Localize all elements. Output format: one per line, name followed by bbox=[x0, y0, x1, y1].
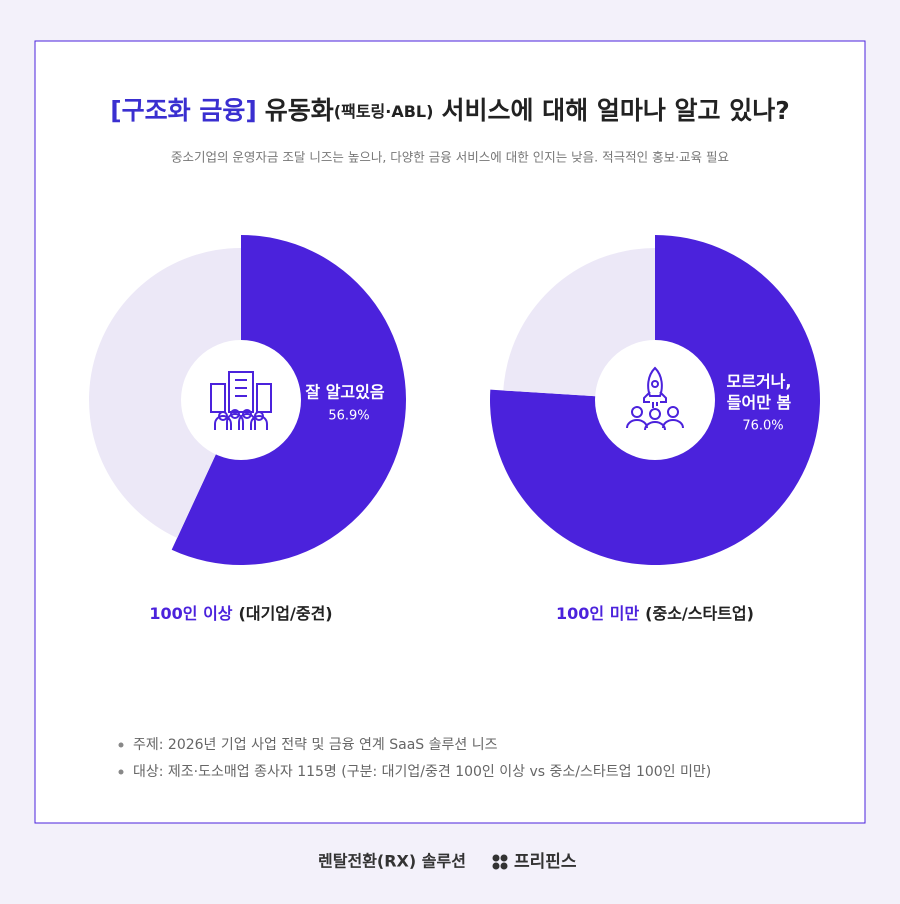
center-circle bbox=[595, 340, 715, 460]
subtitle: 중소기업의 운영자금 조달 니즈는 높으나, 다양한 금융 서비스에 대한 인지… bbox=[171, 150, 729, 165]
title: [구조화 금융] 유동화(팩토링·ABL) 서비스에 대해 얼마나 알고 있나? bbox=[110, 96, 790, 125]
icon-part bbox=[210, 371, 272, 430]
bullet bbox=[118, 742, 124, 748]
icon-part bbox=[651, 380, 659, 388]
value-label: 56.9% bbox=[328, 409, 369, 424]
caption-detail: (중소/스타트업) bbox=[645, 604, 754, 623]
bullet bbox=[118, 769, 124, 775]
icon-part bbox=[643, 391, 667, 408]
caption-main: 100인 이상 bbox=[149, 604, 232, 623]
value-label: 76.0% bbox=[742, 419, 783, 434]
icon-part bbox=[256, 383, 272, 413]
brand-logo bbox=[492, 854, 508, 870]
icon-part bbox=[626, 366, 684, 431]
icon-part bbox=[649, 408, 661, 420]
slice-label-line: 들어만 봄 bbox=[727, 393, 792, 412]
notes: 주제: 2026년 기업 사업 전략 및 금융 연계 SaaS 솔루션 니즈대상… bbox=[118, 737, 711, 780]
icon bbox=[626, 366, 684, 431]
note: 대상: 제조·도소매업 종사자 115명 (구분: 대기업/중견 100인 이상… bbox=[133, 764, 711, 780]
caption-main: 100인 미만 bbox=[556, 604, 639, 623]
pies: 잘 알고있음 56.9% 100인 이상 (대기업/중견) 모르거나, 들어만 봄 76.0… bbox=[89, 235, 820, 623]
note: 주제: 2026년 기업 사업 전략 및 금융 연계 SaaS 솔루션 니즈 bbox=[133, 737, 498, 753]
footer-text: 렌탈전환(RX) 솔루션 bbox=[318, 852, 466, 871]
slice-label-line: 모르거나, bbox=[727, 372, 792, 391]
icon-part bbox=[647, 366, 663, 397]
title-part: (팩토링·ABL) bbox=[334, 102, 434, 121]
icon-part bbox=[210, 383, 226, 413]
pie-slice bbox=[89, 248, 241, 538]
icon-part bbox=[214, 413, 268, 430]
icon-part bbox=[631, 406, 643, 418]
pie-caption: 100인 미만 (중소/스타트업) bbox=[556, 604, 754, 623]
slice-label: 잘 알고있음 bbox=[305, 383, 384, 402]
caption-detail: (대기업/중견) bbox=[239, 604, 333, 623]
icon-part bbox=[228, 371, 254, 413]
icon-part bbox=[626, 419, 684, 431]
title-part: [구조화 금융] bbox=[110, 96, 257, 125]
slice-label: 모르거나, 들어만 봄 bbox=[727, 372, 792, 412]
icon-part bbox=[667, 406, 679, 418]
title-part: 유동화 bbox=[265, 96, 334, 125]
pie-caption: 100인 이상 (대기업/중견) bbox=[149, 604, 332, 623]
center-circle bbox=[181, 340, 301, 460]
title-part: 서비스에 대해 얼마나 알고 있나? bbox=[441, 96, 789, 125]
icon bbox=[210, 371, 272, 430]
brand: 프리핀스 bbox=[514, 852, 577, 872]
